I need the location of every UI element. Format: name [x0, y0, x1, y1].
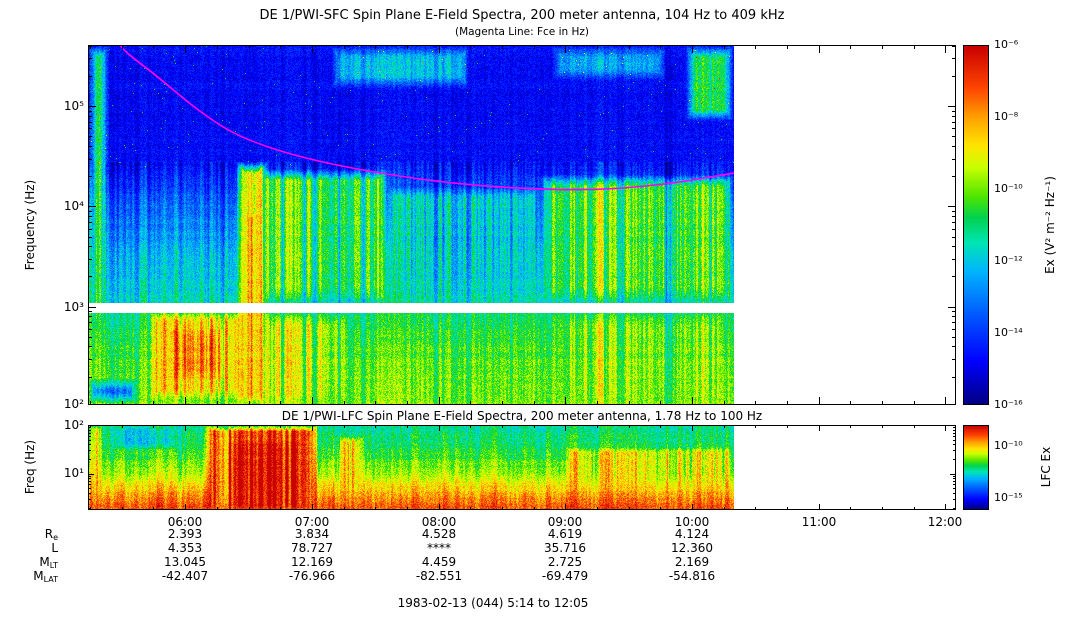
time-tick-0600: 06:00: [167, 515, 203, 529]
ephemeris-value: -54.816: [668, 569, 716, 583]
time-tick-0900: 09:00: [547, 515, 583, 529]
sfc-cbar-tick-0: 10⁻⁶: [994, 38, 1019, 51]
ephemeris-value: 3.834: [294, 527, 330, 541]
lfc-ytick-1e2: 10²: [63, 418, 84, 432]
sfc-ytick-1e5: 10⁵: [63, 99, 84, 113]
date-range-footer: 1983-02-13 (044) 5:14 to 12:05: [397, 596, 589, 610]
eph-label-sub: LT: [49, 561, 58, 570]
eph-label-main: M: [33, 569, 44, 583]
sfc-spectrogram: [88, 45, 956, 405]
time-tick-0800: 08:00: [421, 515, 457, 529]
ephemeris-value: -82.551: [415, 569, 463, 583]
ephemeris-value: 4.353: [167, 541, 203, 555]
time-tick-1000: 10:00: [674, 515, 710, 529]
sfc-ytick-1e3: 10³: [63, 300, 84, 314]
ephemeris-row-label-l: L: [14, 541, 58, 556]
time-tick-1100: 11:00: [801, 515, 837, 529]
ephemeris-value: 12.169: [291, 555, 333, 569]
ephemeris-value: 78.727: [291, 541, 333, 555]
sfc-cbar-tick-5: 10⁻¹⁶: [994, 398, 1023, 411]
ephemeris-value: 13.045: [164, 555, 206, 569]
ephemeris-value: 4.528: [421, 527, 457, 541]
ephemeris-row-label-mlt: MLT: [14, 555, 58, 570]
eph-label-main: M: [39, 555, 50, 569]
ephemeris-row-label-re: Re: [14, 527, 58, 542]
sfc-ytick-1e2: 10²: [63, 397, 84, 411]
lfc-ytick-1e1: 10¹: [63, 466, 84, 480]
sfc-cbar-label: Ex (V² m⁻² Hz⁻¹): [1043, 176, 1057, 274]
ephemeris-row-label-mlat: MLAT: [14, 569, 58, 584]
eph-label-main: L: [51, 541, 58, 555]
ephemeris-value: 12.360: [671, 541, 713, 555]
ephemeris-value: 2.393: [167, 527, 203, 541]
ephemeris-value: -69.479: [541, 569, 589, 583]
sfc-cbar-tick-1: 10⁻⁸: [994, 110, 1019, 123]
sfc-cbar-tick-2: 10⁻¹⁰: [994, 182, 1023, 195]
sfc-subtitle: (Magenta Line: Fce in Hz): [454, 26, 590, 38]
time-tick-0700: 07:00: [294, 515, 330, 529]
sfc-y-axis-label: Frequency (Hz): [23, 179, 37, 271]
lfc-y-axis-label: Freq (Hz): [23, 439, 37, 495]
ephemeris-value: 35.716: [544, 541, 586, 555]
lfc-cbar-tick-0: 10⁻¹⁰: [994, 439, 1023, 452]
time-tick-1200: 12:00: [927, 515, 963, 529]
ephemeris-value: 4.619: [547, 527, 583, 541]
ephemeris-value: 4.124: [674, 527, 710, 541]
lfc-colorbar: [963, 425, 989, 510]
lfc-title: DE 1/PWI-LFC Spin Plane E-Field Spectra,…: [281, 409, 763, 423]
sfc-cbar-tick-4: 10⁻¹⁴: [994, 326, 1023, 339]
sfc-cbar-tick-3: 10⁻¹²: [994, 254, 1023, 267]
ephemeris-value: 4.459: [421, 555, 457, 569]
eph-label-sub: e: [53, 533, 58, 542]
sfc-ytick-1e4: 10⁴: [63, 199, 84, 213]
ephemeris-value: -42.407: [161, 569, 209, 583]
lfc-cbar-label: LFC Ex: [1039, 446, 1053, 488]
sfc-title: DE 1/PWI-SFC Spin Plane E-Field Spectra,…: [259, 8, 785, 23]
ephemeris-value: -76.966: [288, 569, 336, 583]
sfc-colorbar: [963, 45, 989, 405]
ephemeris-value: 2.169: [674, 555, 710, 569]
ephemeris-value: 2.725: [547, 555, 583, 569]
lfc-cbar-tick-1: 10⁻¹⁵: [994, 491, 1023, 504]
ephemeris-value: ****: [427, 541, 451, 555]
eph-label-sub: LAT: [43, 575, 58, 584]
lfc-spectrogram: [88, 425, 956, 510]
eph-label-main: R: [44, 527, 54, 541]
